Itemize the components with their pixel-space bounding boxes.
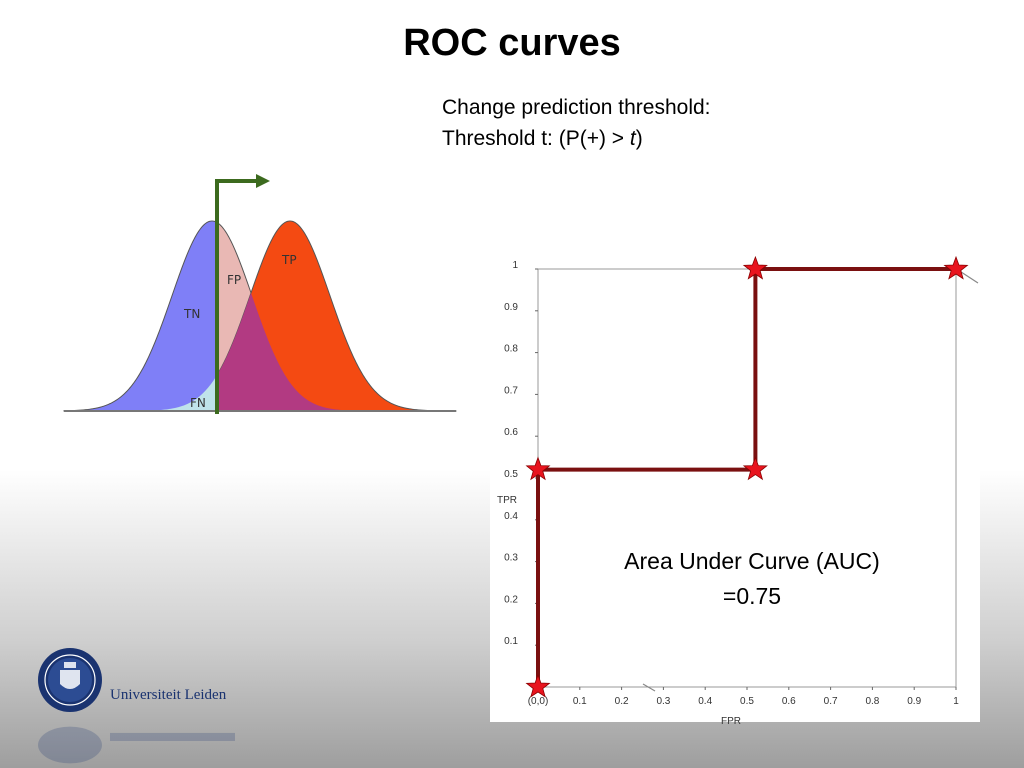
distribution-curves <box>63 220 457 412</box>
x-tick-label: 0.1 <box>573 696 587 707</box>
x-tick-label: 0.5 <box>740 696 754 707</box>
x-tick-label: 0.8 <box>865 696 879 707</box>
threshold-marker <box>215 174 270 414</box>
label-fp: FP <box>227 273 241 287</box>
x-tick-label: 0.6 <box>782 696 796 707</box>
y-tick-label: 0.3 <box>504 553 518 564</box>
threshold-line-2: Threshold t: (P(+) > t) <box>442 123 711 154</box>
roc-markers <box>525 255 969 698</box>
y-axis-ticks: 0.1 0.2 0.3 0.4 0.5 0.6 0.7 0.8 0.9 1 <box>504 260 538 647</box>
y-tick-label: 1 <box>512 260 518 271</box>
y-tick-label: 0.4 <box>504 511 518 522</box>
class-distribution-figure: TN FP TP FN <box>63 174 457 414</box>
university-logo: Universiteit Leiden <box>38 648 227 712</box>
roc-point-marker <box>943 255 969 280</box>
fn-region <box>64 375 217 411</box>
y-tick-label: 0.7 <box>504 385 518 396</box>
diagonal-guide-bottom <box>642 683 656 692</box>
x-tick-label: 1 <box>953 696 959 707</box>
slide-title: ROC curves <box>403 22 621 64</box>
y-tick-label: 0.6 <box>504 427 518 438</box>
x-axis-label: FPR <box>721 716 741 727</box>
roc-point-marker <box>742 255 768 280</box>
threshold-line-1: Change prediction threshold: <box>442 96 711 119</box>
label-tp: TP <box>281 253 297 267</box>
x-tick-label: (0,0) <box>528 696 549 707</box>
university-name: Universiteit Leiden <box>110 687 227 703</box>
y-tick-label: 0.9 <box>504 302 518 313</box>
university-seal <box>38 648 102 712</box>
roc-point-marker <box>525 673 551 698</box>
threshold-description: Change prediction threshold: Threshold t… <box>442 92 711 154</box>
auc-annotation-line-2: =0.75 <box>723 583 781 609</box>
label-fn: FN <box>190 396 206 410</box>
x-tick-label: 0.7 <box>824 696 838 707</box>
auc-annotation-line-1: Area Under Curve (AUC) <box>624 548 880 574</box>
x-tick-label: 0.4 <box>698 696 712 707</box>
threshold-prefix: Threshold t: (P(+) > <box>442 127 630 150</box>
threshold-variable: t <box>629 127 636 150</box>
university-logo-reflection <box>38 726 235 764</box>
x-tick-label: 0.3 <box>656 696 670 707</box>
roc-point-marker <box>525 456 551 481</box>
y-tick-label: 0.8 <box>504 344 518 355</box>
threshold-suffix: ) <box>635 127 643 150</box>
x-axis-ticks: (0,0) 0.1 0.2 0.3 0.4 0.5 0.6 0.7 0.8 0.9 1 <box>528 687 959 707</box>
roc-chart: 0.1 0.2 0.3 0.4 0.5 0.6 0.7 0.8 0.9 1 (0,0) 0.1 0.2… <box>490 250 980 727</box>
overlap-region <box>217 292 456 411</box>
roc-point-marker <box>742 456 768 481</box>
tn-region <box>63 220 218 412</box>
roc-chart-background <box>490 250 980 722</box>
x-tick-label: 0.9 <box>907 696 921 707</box>
x-tick-label: 0.2 <box>615 696 629 707</box>
y-axis-label: TPR <box>497 495 517 506</box>
label-tn: TN <box>183 307 200 321</box>
y-tick-label: 0.2 <box>504 594 518 605</box>
y-tick-label: 0.1 <box>504 636 518 647</box>
y-tick-label: 0.5 <box>504 469 518 480</box>
threshold-arrow-head <box>256 174 270 188</box>
